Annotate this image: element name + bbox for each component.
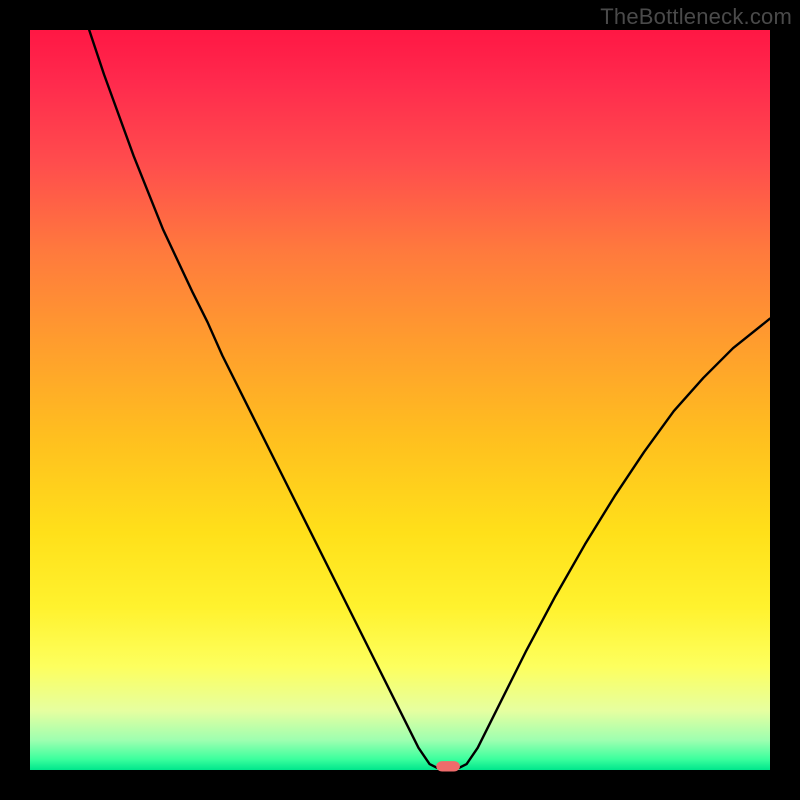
chart-container: TheBottleneck.com (0, 0, 800, 800)
optimal-marker (436, 761, 460, 771)
bottleneck-chart (0, 0, 800, 800)
watermark-label: TheBottleneck.com (600, 4, 792, 30)
plot-background (30, 30, 770, 770)
